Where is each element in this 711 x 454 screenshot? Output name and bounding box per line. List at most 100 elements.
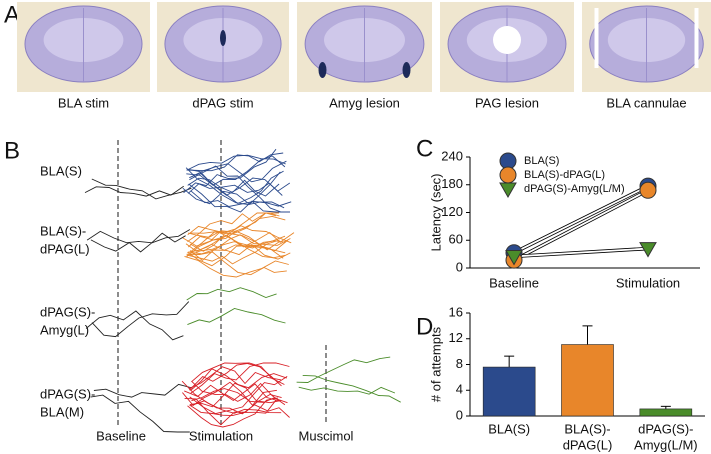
series-line-inner: [513, 185, 649, 254]
trajectory: [184, 255, 289, 278]
row-label: dPAG(S)-: [40, 386, 95, 401]
trajectory: [187, 212, 279, 242]
y-tick-label: 120: [441, 204, 463, 219]
trajectory: [84, 185, 184, 197]
trajectory: [91, 178, 192, 200]
trajectory: [185, 167, 285, 209]
bar: [639, 408, 693, 417]
x-tick-label: dPAG(L): [563, 437, 613, 452]
mark: [220, 30, 226, 46]
y-tick-label: 60: [449, 232, 463, 247]
trajectory: [189, 376, 288, 415]
trajectory: [85, 310, 184, 341]
trajectory: [186, 152, 284, 172]
column-label: Muscimol: [299, 428, 354, 443]
trajectory: [189, 234, 286, 259]
trajectory: [187, 212, 280, 236]
trajectory: [182, 212, 277, 247]
series-line-inner: [513, 247, 649, 258]
trajectory: [90, 232, 186, 253]
trajectory: [189, 382, 281, 408]
row-label: Amyg(L): [40, 322, 89, 337]
legend-label: BLA(S): [524, 155, 559, 167]
bar: [482, 366, 536, 417]
row-label: BLA(S)-: [40, 223, 86, 238]
lesion: [493, 26, 521, 54]
trajectory: [191, 225, 292, 252]
legend-label: dPAG(S)-Amyg(L/M): [524, 183, 625, 195]
trajectory: [191, 388, 288, 404]
trajectory: [187, 177, 280, 197]
marker: [505, 249, 523, 266]
x-tick-label: BLA(S)-: [564, 421, 610, 436]
row-label: dPAG(S)-: [40, 304, 95, 319]
x-tick-label: Baseline: [489, 275, 539, 290]
trajectory: [188, 234, 291, 255]
trajectory: [187, 182, 283, 196]
panel-label: B: [4, 137, 20, 164]
y-axis-label: Latency (sec): [428, 173, 443, 251]
y-axis-label: # of attempts: [428, 326, 443, 402]
trajectory: [191, 160, 287, 183]
y-tick-label: 4: [456, 382, 463, 397]
trajectory: [191, 362, 285, 385]
column-label: Stimulation: [189, 428, 253, 443]
image-label: BLA cannulae: [606, 95, 686, 110]
image-label: dPAG stim: [192, 95, 253, 110]
image-label: Amyg lesion: [329, 95, 400, 110]
column-label: Baseline: [96, 428, 146, 443]
trajectory: [181, 380, 282, 414]
row-label: BLA(M): [40, 404, 84, 419]
panel-label: C: [416, 135, 433, 162]
mark: [402, 62, 411, 78]
marker: [499, 166, 517, 184]
marker: [499, 182, 517, 199]
y-tick-label: 240: [441, 148, 463, 163]
trajectory: [182, 171, 281, 205]
trajectory: [91, 301, 190, 338]
image-label: BLA stim: [58, 95, 109, 110]
image-label: PAG lesion: [475, 95, 539, 110]
trajectory: [183, 148, 277, 194]
trajectory: [187, 239, 289, 267]
trajectory: [188, 183, 290, 213]
panel-label: A: [4, 1, 20, 28]
trajectory: [187, 308, 286, 326]
marker: [639, 181, 657, 199]
panel-label: D: [416, 313, 433, 340]
row-label: BLA(S): [40, 163, 82, 178]
trajectory: [188, 235, 286, 249]
trajectory: [190, 368, 287, 391]
trajectory: [187, 397, 279, 428]
y-tick-label: 0: [456, 407, 463, 422]
marker: [639, 242, 657, 258]
x-tick-label: dPAG(S)-: [638, 421, 693, 436]
trajectory: [190, 400, 290, 418]
y-tick-label: 8: [456, 356, 463, 371]
trajectory: [189, 399, 277, 417]
trajectory: [186, 287, 277, 301]
cannula: [694, 8, 699, 68]
trajectory: [182, 381, 277, 407]
trajectory: [189, 244, 291, 261]
trajectory: [93, 383, 193, 398]
row-label: dPAG(L): [40, 241, 90, 256]
trajectory: [188, 366, 281, 389]
trajectory: [186, 251, 287, 276]
mark: [318, 62, 327, 78]
legend-label: BLA(S)-dPAG(L): [524, 169, 605, 181]
y-tick-label: 0: [456, 259, 463, 274]
trajectory: [90, 394, 190, 433]
trajectory: [296, 356, 391, 383]
cannula: [594, 8, 599, 68]
trajectory: [298, 386, 396, 395]
x-tick-label: Amyg(L/M): [634, 437, 698, 452]
trajectory: [186, 154, 286, 171]
trajectory: [190, 362, 290, 394]
bar: [561, 344, 614, 417]
trajectory: [302, 374, 401, 403]
y-tick-label: 12: [449, 330, 463, 345]
trajectory: [188, 363, 282, 391]
y-tick-label: 180: [441, 176, 463, 191]
